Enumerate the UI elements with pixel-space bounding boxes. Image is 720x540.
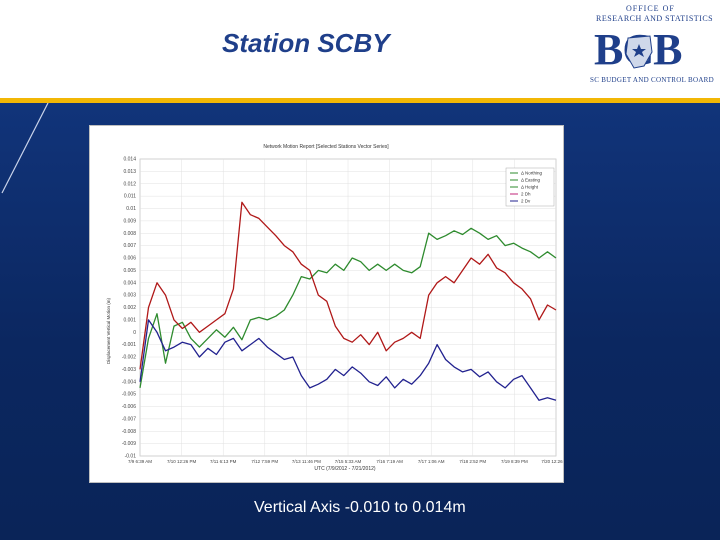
y-tick-label: -0.008 xyxy=(122,429,136,435)
legend-label: Δ Height xyxy=(521,185,539,190)
x-tick-label: 7/12 7:59 PM xyxy=(251,459,278,464)
chart-series-lines xyxy=(139,201,557,401)
y-tick-label: -0.003 xyxy=(122,367,136,373)
x-tick-label: 7/15 5:33 AM xyxy=(335,459,362,464)
y-tick-label: 0 xyxy=(133,330,136,336)
x-axis-label: UTC (7/9/2012 - 7/21/2012) xyxy=(314,466,375,472)
organization-logo: OFFICE OF RESEARCH AND STATISTICS BCB SC… xyxy=(588,2,714,92)
series-line xyxy=(139,201,557,370)
x-tick-label: 7/13 11:46 PM xyxy=(292,459,321,464)
series-line xyxy=(139,227,557,389)
slide-title: Station SCBY xyxy=(222,28,390,58)
legend-label: Δ Northing xyxy=(521,171,543,176)
x-tick-label: 7/18 2:52 PM xyxy=(459,459,486,464)
state-map-icon xyxy=(625,35,653,69)
series-line xyxy=(139,319,557,401)
y-tick-label: -0.01 xyxy=(125,454,137,460)
y-tick-label: 0.003 xyxy=(123,293,136,299)
logo-line-research: RESEARCH AND STATISTICS xyxy=(596,14,714,23)
y-tick-labels: 0.014 0.013 0.012 0.011 0.01 0.009 0.008 0.007 0… xyxy=(122,157,136,460)
decorative-diagonal-line xyxy=(1,103,49,194)
y-tick-label: 0.002 xyxy=(123,305,136,311)
y-tick-label: 0.013 xyxy=(123,169,136,175)
legend-label: 2 Dh xyxy=(521,192,531,197)
chart-panel: 0.014 0.013 0.012 0.011 0.01 0.009 0.008 0.007 0… xyxy=(89,125,571,483)
x-tick-label: 7/20 12:26 PM xyxy=(541,459,563,464)
chart-grid xyxy=(139,158,557,457)
x-tick-label: 7/16 7:19 AM xyxy=(376,459,403,464)
motion-chart: 0.014 0.013 0.012 0.011 0.01 0.009 0.008 0.007 0… xyxy=(106,144,571,472)
y-tick-label: -0.004 xyxy=(122,379,136,385)
y-tick-label: -0.002 xyxy=(122,355,136,361)
x-tick-label: 7/17 1:06 AM xyxy=(418,459,445,464)
y-tick-label: 0.01 xyxy=(126,206,136,212)
logo-line-office: OFFICE OF xyxy=(626,4,675,13)
x-tick-label: 7/10 12:26 PM xyxy=(167,459,197,464)
y-tick-label: -0.005 xyxy=(122,392,136,398)
y-tick-label: 0.012 xyxy=(123,181,136,187)
x-tick-label: 7/19 8:39 PM xyxy=(501,459,528,464)
y-tick-label: -0.006 xyxy=(122,404,136,410)
y-tick-label: 0.014 xyxy=(123,157,136,163)
x-tick-label: 7/11 6:13 PM xyxy=(210,459,237,464)
accent-bar xyxy=(0,98,720,103)
slide-header xyxy=(0,0,720,98)
y-tick-label: 0.001 xyxy=(123,317,136,323)
y-tick-label: 0.008 xyxy=(123,231,136,237)
y-tick-label: 0.005 xyxy=(123,268,136,274)
logo-line-board: SC BUDGET AND CONTROL BOARD xyxy=(590,76,714,84)
y-axis-label: Displacement Vertical Motion (m) xyxy=(106,297,111,364)
legend-label: Δ Easting xyxy=(521,178,541,183)
x-tick-label: 7/9 6:39 AM xyxy=(128,459,152,464)
legend-label: 2 Dv xyxy=(521,199,531,204)
y-tick-label: -0.001 xyxy=(122,342,136,348)
y-tick-label: 0.006 xyxy=(123,256,136,262)
slide-caption: Vertical Axis -0.010 to 0.014m xyxy=(254,499,466,516)
y-tick-label: 0.007 xyxy=(123,243,136,249)
y-tick-label: -0.009 xyxy=(122,441,136,447)
x-tick-labels: 7/9 6:39 AM 7/10 12:26 PM 7/11 6:13 PM 7/12… xyxy=(128,459,571,464)
y-tick-label: 0.011 xyxy=(124,194,136,200)
y-tick-label: 0.009 xyxy=(123,218,136,224)
chart-title: Network Motion Report [Selected Stations… xyxy=(263,144,389,150)
y-tick-label: 0.004 xyxy=(123,280,136,286)
chart-legend: Δ Northing Δ Easting Δ Height 2 Dh 2 Dv xyxy=(505,167,555,207)
y-tick-label: -0.007 xyxy=(122,416,136,422)
